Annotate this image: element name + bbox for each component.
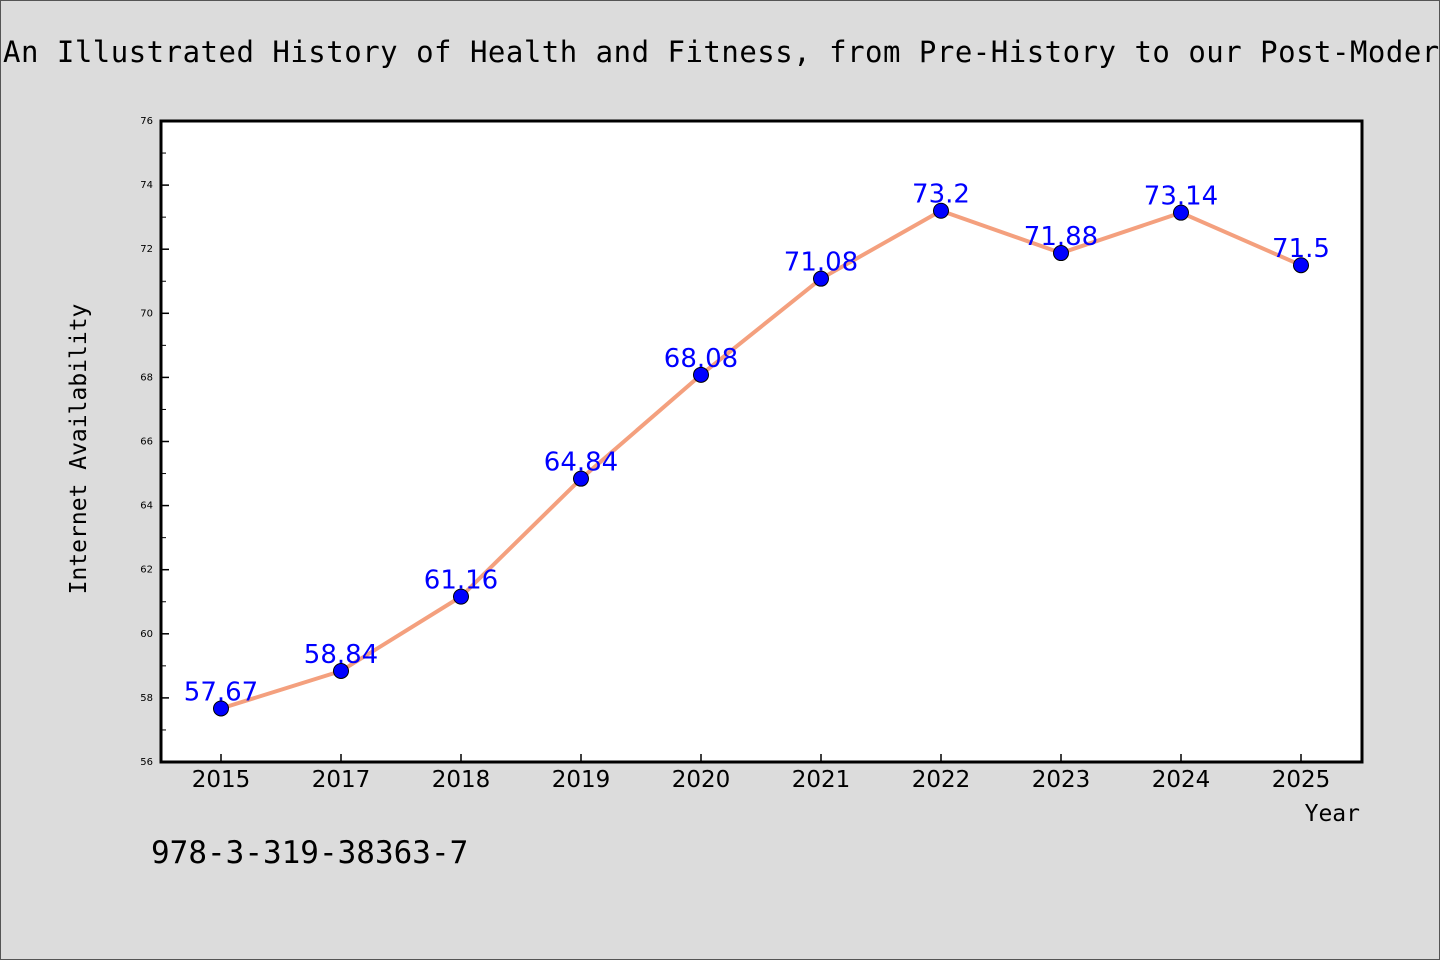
- data-point: [933, 202, 949, 219]
- data-point: [1053, 245, 1069, 262]
- chart-title: An Illustrated History of Health and Fit…: [3, 35, 1440, 69]
- series-line: [220, 208, 1302, 711]
- series-group: 57.67 58.84 61.16 64.84 68.08 71.08 73.2 71.88 7…: [184, 180, 1330, 717]
- x-tick-label: 2019: [552, 767, 611, 793]
- data-point: [813, 270, 829, 287]
- x-tick-label: 2022: [912, 767, 971, 793]
- data-label: 71.08: [784, 248, 858, 278]
- y-tick-label: 72: [140, 244, 153, 255]
- y-tick-label: 64: [140, 501, 153, 512]
- y-axis-label: Internet Availability: [66, 304, 92, 595]
- y-tick-label: 56: [140, 757, 153, 768]
- data-label: 58.84: [304, 640, 378, 670]
- data-label: 57.67: [184, 677, 258, 707]
- x-axis: 2015 2017 2018 2019 2020 2021 2022 2023 2024 2025: [192, 754, 1331, 793]
- x-tick-label: 2017: [312, 767, 371, 793]
- isbn-text: 978-3-319-38363-7: [151, 835, 469, 871]
- data-label: 61.16: [424, 566, 498, 596]
- data-point: [693, 366, 709, 383]
- y-tick-label: 74: [140, 180, 153, 191]
- y-tick-label: 68: [140, 372, 153, 383]
- x-tick-label: 2015: [192, 767, 251, 793]
- data-point: [453, 588, 469, 605]
- y-tick-label: 76: [140, 116, 153, 127]
- data-point: [333, 662, 349, 679]
- y-tick-label: 70: [140, 308, 153, 319]
- y-tick-label: 60: [140, 629, 153, 640]
- x-tick-label: 2023: [1032, 767, 1091, 793]
- data-point: [573, 470, 589, 487]
- y-tick-label: 66: [140, 437, 153, 448]
- data-point: [1293, 257, 1309, 274]
- data-label: 73.2: [912, 180, 970, 210]
- y-tick-label: 58: [140, 693, 153, 704]
- data-point: [1173, 204, 1189, 221]
- y-axis: 56 58 60 62 64 66 68 70 72 74 76: [140, 116, 169, 768]
- data-label: 64.84: [544, 448, 618, 478]
- data-label: 71.88: [1024, 222, 1098, 252]
- data-point: [213, 700, 229, 717]
- x-tick-label: 2024: [1152, 767, 1211, 793]
- x-tick-label: 2025: [1272, 767, 1331, 793]
- x-tick-label: 2021: [792, 767, 851, 793]
- data-label: 71.5: [1272, 234, 1330, 264]
- data-label: 73.14: [1144, 182, 1218, 212]
- x-tick-label: 2018: [432, 767, 491, 793]
- y-tick-label: 62: [140, 565, 153, 576]
- data-label: 68.08: [664, 344, 738, 374]
- x-tick-label: 2020: [672, 767, 731, 793]
- plot-area: [159, 119, 1364, 764]
- x-axis-label: Year: [1305, 801, 1360, 827]
